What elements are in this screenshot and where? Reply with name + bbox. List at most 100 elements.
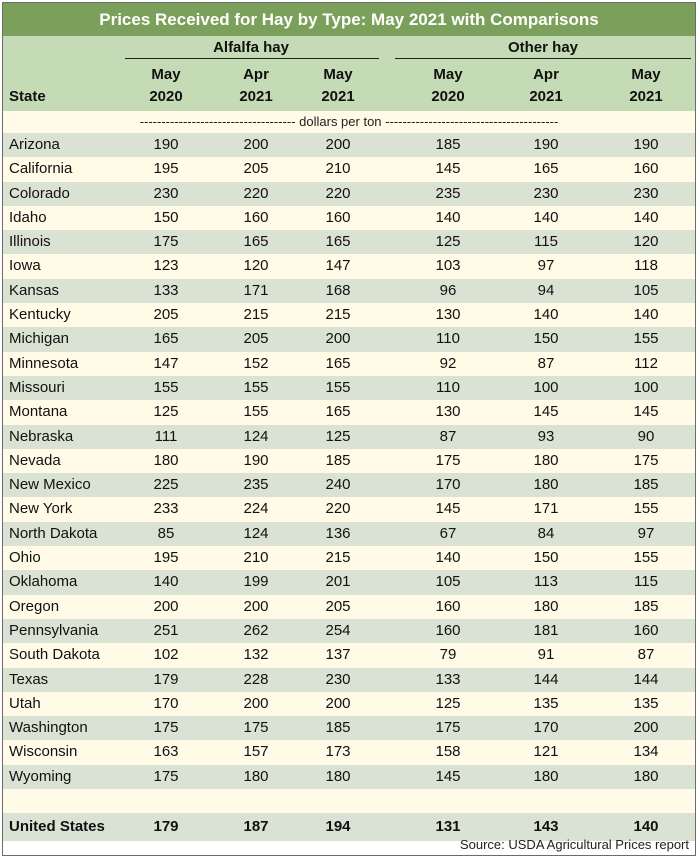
source-note: Source: USDA Agricultural Prices report: [459, 837, 689, 852]
price-cell: 132: [243, 646, 269, 664]
price-cell: 185: [633, 476, 659, 494]
price-cell: 195: [153, 549, 179, 567]
price-cell: 240: [325, 476, 351, 494]
price-cell: 181: [533, 621, 559, 639]
price-cell: 225: [153, 476, 179, 494]
column-header-6: May 2021: [629, 66, 663, 105]
price-cell: 100: [633, 378, 659, 396]
table-row: Texas 179 228 230 133 144 144: [3, 667, 695, 692]
price-cell: 135: [633, 694, 659, 712]
table-row: Iowa 123 120 147 103 97 118: [3, 254, 695, 279]
state-name: North Dakota: [9, 524, 98, 542]
price-cell: 200: [243, 136, 269, 153]
price-cell: 165: [325, 403, 351, 421]
state-column-header: State: [9, 88, 46, 105]
price-cell: 190: [243, 451, 269, 469]
price-cell: 115: [634, 573, 658, 591]
price-cell: 155: [243, 378, 269, 396]
price-cell: 199: [243, 573, 269, 591]
price-cell: 112: [634, 354, 658, 372]
price-cell: 91: [537, 646, 555, 664]
price-cell: 180: [325, 767, 351, 785]
state-name: Minnesota: [9, 354, 79, 372]
price-cell: 190: [153, 136, 179, 153]
price-cell: 230: [325, 670, 351, 688]
price-cell: 150: [533, 549, 559, 567]
table-row: Pennsylvania 251 262 254 160 181 160: [3, 618, 695, 644]
table-row: Oklahoma 140 199 201 105 113 115: [3, 570, 695, 595]
column-header-4: May 2020: [431, 66, 465, 105]
price-cell: 145: [435, 500, 461, 518]
price-cell: 200: [325, 694, 351, 712]
state-name: Pennsylvania: [9, 621, 99, 639]
price-cell: 224: [243, 500, 269, 518]
price-cell: 175: [633, 451, 659, 469]
price-cell: 220: [243, 184, 269, 202]
price-cell: 165: [325, 233, 351, 251]
price-cell: 145: [633, 403, 659, 421]
state-name: Nevada: [9, 451, 61, 469]
table-row: Idaho 150 160 160 140 140 140: [3, 205, 695, 231]
table-row: Montana 125 155 165 130 145 145: [3, 400, 695, 425]
price-cell: 171: [533, 500, 559, 518]
price-cell: 205: [243, 330, 269, 348]
price-cell: 124: [243, 427, 269, 445]
price-cell: 123: [153, 257, 179, 275]
price-cell: 100: [533, 378, 559, 396]
price-cell: 180: [533, 597, 559, 615]
price-cell: 230: [533, 184, 559, 202]
price-cell: 115: [534, 233, 558, 251]
price-cell: 163: [153, 743, 179, 761]
price-cell: 155: [633, 330, 659, 348]
table-row: Oregon 200 200 205 160 180 185: [3, 594, 695, 619]
price-cell: 105: [633, 281, 659, 299]
column-header-3: May 2021: [321, 66, 355, 105]
price-cell: 92: [439, 354, 457, 372]
price-cell: 155: [153, 378, 179, 396]
price-cell: 160: [435, 597, 461, 615]
price-cell: 180: [533, 476, 559, 494]
price-cell: 147: [325, 257, 351, 275]
price-cell: 96: [439, 281, 457, 299]
price-cell: 105: [435, 573, 461, 591]
state-name: Missouri: [9, 378, 65, 396]
price-cell: 94: [537, 281, 555, 299]
table-row: Washington 175 175 185 175 170 200: [3, 716, 695, 741]
table-row: Arizona 190 200 200 185 190 190: [3, 133, 695, 158]
price-cell: 230: [633, 184, 659, 202]
total-cell: 140: [633, 818, 659, 836]
price-cell: 137: [325, 646, 351, 664]
price-cell: 155: [633, 500, 659, 518]
state-name: Idaho: [9, 208, 47, 226]
table-row: Nevada 180 190 185 175 180 175: [3, 448, 695, 474]
price-cell: 147: [153, 354, 179, 372]
price-cell: 165: [153, 330, 179, 348]
price-cell: 160: [435, 621, 461, 639]
price-cell: 160: [325, 208, 351, 226]
state-name: Iowa: [9, 257, 41, 275]
price-cell: 121: [533, 743, 559, 761]
price-cell: 180: [153, 451, 179, 469]
price-cell: 165: [243, 233, 269, 251]
price-cell: 185: [325, 719, 351, 737]
state-name: Illinois: [9, 233, 51, 251]
price-cell: 103: [435, 257, 461, 275]
price-cell: 185: [633, 597, 659, 615]
column-header-1: May 2020: [149, 66, 183, 105]
price-cell: 205: [243, 160, 269, 178]
price-cell: 205: [153, 306, 179, 324]
state-name: Oklahoma: [9, 573, 78, 591]
price-cell: 180: [533, 451, 559, 469]
price-cell: 200: [325, 136, 351, 153]
price-cell: 168: [325, 281, 351, 299]
state-name: Kansas: [9, 281, 60, 299]
price-cell: 175: [153, 719, 179, 737]
price-cell: 185: [435, 136, 461, 153]
state-name: Oregon: [9, 597, 60, 615]
price-cell: 200: [243, 694, 269, 712]
price-cell: 140: [435, 549, 461, 567]
price-cell: 165: [325, 354, 351, 372]
price-cell: 200: [325, 330, 351, 348]
price-cell: 87: [637, 646, 655, 664]
price-cell: 190: [533, 136, 559, 153]
